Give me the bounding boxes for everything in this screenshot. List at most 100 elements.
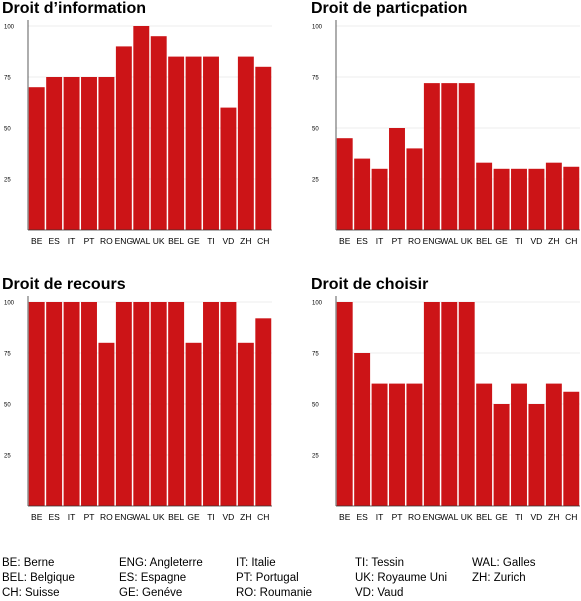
x-tick-label: GE <box>495 512 508 522</box>
x-tick-label: BEL <box>476 512 492 522</box>
x-tick-label: TI <box>207 512 215 522</box>
y-tick-label: 75 <box>312 76 319 82</box>
x-tick-label: TI <box>207 236 215 246</box>
bar <box>255 66 272 230</box>
bar <box>528 404 545 506</box>
panel-title: Droit de choisir <box>311 276 428 293</box>
x-tick-label: BEL <box>476 236 492 246</box>
x-tick-label: IT <box>68 512 76 522</box>
x-tick-label: ES <box>356 236 368 246</box>
legend-item: RO: Roumanie <box>236 587 313 599</box>
legend-item: ENG: Angleterre <box>119 557 203 569</box>
x-tick-label: VD <box>223 236 235 246</box>
bar <box>441 302 458 506</box>
bar <box>423 83 440 231</box>
legend-column: BE: Berne BEL: Belgique CH: Suisse <box>2 556 75 601</box>
y-tick-label: 25 <box>312 454 319 460</box>
bar <box>545 383 562 506</box>
y-tick-label: 75 <box>312 352 319 358</box>
bar <box>511 383 527 506</box>
x-tick-label: BE <box>31 236 43 246</box>
y-tick-label: 25 <box>4 454 11 460</box>
x-tick-label: BEL <box>168 236 184 246</box>
legend-column: ENG: Angleterre ES: Espagne GE: Genéve <box>119 556 203 601</box>
bar <box>237 56 254 230</box>
bar <box>220 302 237 506</box>
bar <box>528 168 545 230</box>
bar <box>441 83 458 231</box>
bar <box>185 56 202 230</box>
y-tick-label: 25 <box>4 178 11 184</box>
legend: BE: Berne BEL: Belgique CH: Suisse ENG: … <box>0 556 581 600</box>
y-tick-label: 25 <box>312 178 319 184</box>
legend-item: CH: Suisse <box>2 587 60 599</box>
x-tick-label: ZH <box>548 236 559 246</box>
bar <box>511 168 527 230</box>
x-tick-label: GE <box>495 236 508 246</box>
x-tick-label: BE <box>339 512 351 522</box>
x-tick-label: ENG <box>423 512 441 522</box>
x-tick-label: PT <box>392 236 403 246</box>
bar <box>423 302 440 506</box>
x-tick-label: BE <box>339 236 351 246</box>
x-tick-label: ZH <box>548 512 559 522</box>
bar <box>98 342 115 506</box>
bar <box>563 166 580 230</box>
x-tick-label: GE <box>187 512 200 522</box>
bar <box>493 404 510 506</box>
bar <box>476 162 493 230</box>
bar <box>133 26 150 230</box>
x-tick-label: BEL <box>168 512 184 522</box>
bar <box>203 56 219 230</box>
bar <box>133 302 150 506</box>
legend-item: BE: Berne <box>2 557 55 569</box>
bar <box>46 77 63 230</box>
y-tick-label: 50 <box>4 127 11 133</box>
x-tick-label: RO <box>408 512 421 522</box>
bar <box>115 302 132 506</box>
bar <box>406 148 423 230</box>
bar <box>563 391 580 506</box>
x-tick-label: ES <box>48 236 60 246</box>
x-tick-label: ENG <box>115 512 133 522</box>
y-tick-label: 50 <box>4 403 11 409</box>
x-tick-label: VD <box>531 236 543 246</box>
x-tick-label: UK <box>461 236 473 246</box>
panel-title: Droit de recours <box>2 276 126 293</box>
bar <box>115 46 132 231</box>
bar <box>458 83 475 231</box>
x-tick-label: UK <box>153 512 165 522</box>
legend-column: WAL: Galles ZH: Zurich <box>472 556 535 586</box>
x-tick-label: IT <box>376 236 384 246</box>
bar <box>220 107 237 230</box>
x-tick-label: CH <box>565 512 577 522</box>
bar <box>406 383 423 506</box>
x-tick-label: RO <box>408 236 421 246</box>
x-tick-label: TI <box>515 512 523 522</box>
bar <box>81 302 97 506</box>
bar <box>63 302 80 506</box>
bar <box>255 318 272 506</box>
bar <box>476 383 493 506</box>
legend-item: ES: Espagne <box>119 572 187 584</box>
bar <box>336 138 353 230</box>
bar <box>98 77 115 230</box>
legend-item: PT: Portugal <box>236 572 299 584</box>
bar <box>545 162 562 230</box>
y-tick-label: 100 <box>312 25 323 31</box>
bar <box>354 158 371 230</box>
x-tick-label: RO <box>100 512 113 522</box>
bar <box>336 302 353 506</box>
bar <box>150 36 167 231</box>
x-tick-label: PT <box>84 236 95 246</box>
legend-item: VD: Vaud <box>355 587 404 599</box>
legend-item: WAL: Galles <box>472 557 536 569</box>
bar <box>389 383 405 506</box>
y-tick-label: 75 <box>4 352 11 358</box>
x-tick-label: CH <box>257 512 269 522</box>
bar <box>28 87 45 230</box>
x-tick-label: UK <box>153 236 165 246</box>
panel-title: Droit de particpation <box>311 0 467 17</box>
bar <box>185 342 202 506</box>
